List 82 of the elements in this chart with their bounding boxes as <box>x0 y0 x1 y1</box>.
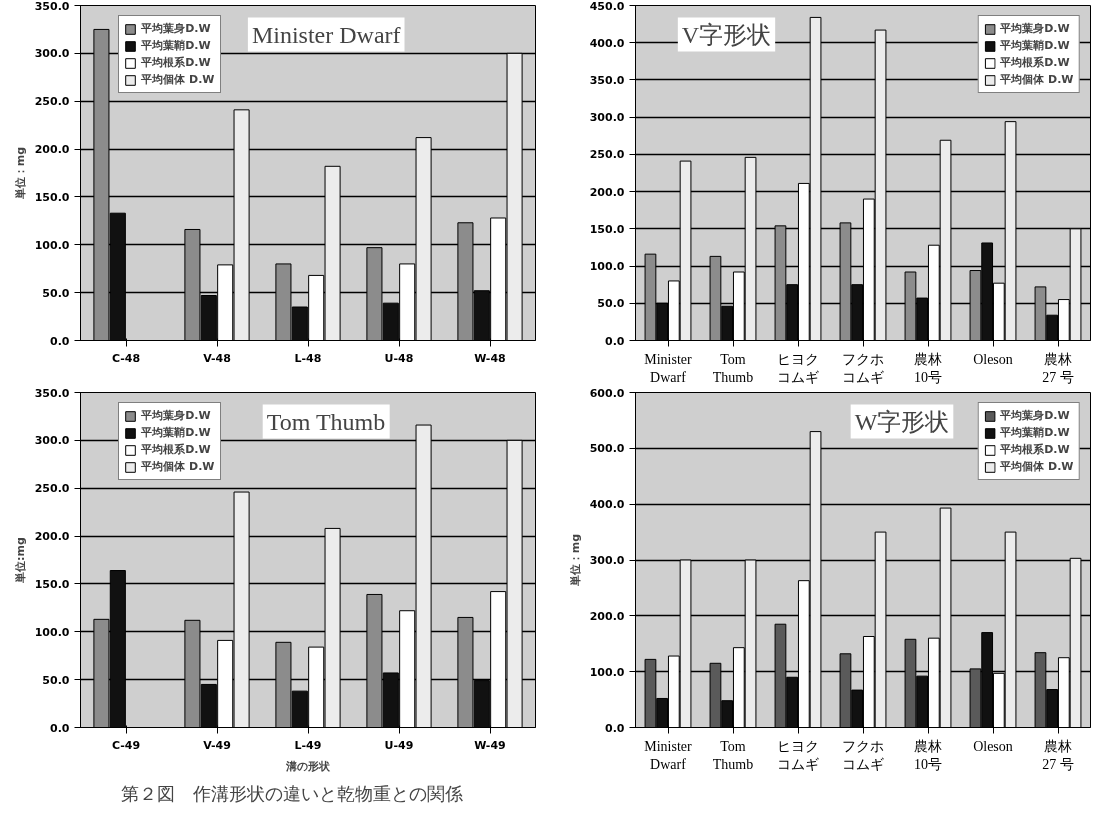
y-tick-label: 0.0 <box>604 721 625 735</box>
legend-label: 平均個体 D.W <box>141 72 215 87</box>
legend-label: 平均葉鞘D.W <box>141 38 211 53</box>
x-tick-label: Tom Thumb <box>712 738 753 772</box>
x-tick-label: Minister Dwarf <box>643 738 692 772</box>
x-tick-label: 農林 27 号 <box>1041 738 1074 772</box>
x-tick-label: Minister Dwarf <box>643 351 692 385</box>
legend-label: 平均個体 D.W <box>141 459 215 474</box>
y-tick-label: 500.0 <box>589 442 625 456</box>
y-tick-label: 300.0 <box>34 47 70 61</box>
x-tick-label: Oleson <box>972 738 1013 754</box>
x-tick-label: Oleson <box>972 351 1013 367</box>
x-tick-label: L-48 <box>294 351 322 365</box>
x-tick-label: V-49 <box>203 738 231 752</box>
x-tick-label: L-49 <box>294 738 322 752</box>
y-axis-title: 単位：mg <box>13 146 27 201</box>
x-tick-label: フクホコムギ <box>841 351 884 385</box>
y-tick-label: 50.0 <box>42 286 70 300</box>
legend-label: 平均葉身D.W <box>141 21 211 36</box>
x-tick-label: 農林 10号 <box>913 738 942 772</box>
text: Minister Dwarf <box>251 21 401 48</box>
text: Tom Thumb <box>266 408 386 435</box>
legend-label: 平均葉鞘D.W <box>141 425 211 440</box>
y-axis-title: 単位:mg <box>13 537 27 584</box>
x-tick-label: U-49 <box>384 738 414 752</box>
text: 第２図 作溝形状の違いと乾物重との関係 <box>120 782 463 804</box>
y-tick-label: 400.0 <box>589 36 625 50</box>
y-tick-label: 200.0 <box>34 143 70 157</box>
y-tick-label: 200.0 <box>34 530 70 544</box>
y-tick-label: 100.0 <box>589 260 625 274</box>
y-axis-title: 単位：mg <box>568 533 582 588</box>
legend-label: 平均根系D.W <box>141 55 211 70</box>
y-tick-label: 300.0 <box>34 434 70 448</box>
y-tick-label: 50.0 <box>596 297 625 311</box>
y-tick-label: 100.0 <box>34 625 70 639</box>
y-tick-label: 400.0 <box>589 498 625 512</box>
y-tick-label: 350.0 <box>34 386 70 400</box>
legend-label: 平均個体 D.W <box>1000 72 1074 87</box>
x-tick-label: ヒヨクコムギ <box>776 351 819 385</box>
y-tick-label: 300.0 <box>589 111 625 125</box>
x-tick-label: W-49 <box>474 738 506 752</box>
x-tick-label: V-48 <box>203 351 231 365</box>
y-tick-label: 100.0 <box>589 665 625 679</box>
y-tick-label: 150.0 <box>34 577 70 591</box>
y-tick-label: 350.0 <box>589 73 625 87</box>
legend-label: 平均個体 D.W <box>1000 459 1074 474</box>
y-tick-label: 0.0 <box>50 721 70 735</box>
x-tick-label: W-48 <box>474 351 506 365</box>
y-tick-label: 300.0 <box>589 554 625 567</box>
y-tick-label: 200.0 <box>589 185 625 199</box>
y-tick-label: 250.0 <box>34 482 70 496</box>
x-tick-label: Tom Thumb <box>712 351 753 385</box>
y-tick-label: 250.0 <box>589 148 625 162</box>
y-tick-label: 450.0 <box>589 0 625 13</box>
legend-label: 平均根系D.W <box>141 442 211 457</box>
text: W字形状 <box>854 408 949 435</box>
legend-label: 平均根系D.W <box>1000 55 1070 70</box>
x-tick-label: 農林 27 号 <box>1041 351 1074 385</box>
y-tick-label: 150.0 <box>589 222 625 236</box>
legend-label: 平均葉身D.W <box>1000 21 1070 36</box>
x-tick-label: フクホコムギ <box>841 738 884 772</box>
x-axis-title: 溝の形状 <box>285 759 331 773</box>
legend-label: 平均葉身D.W <box>1000 408 1070 423</box>
y-tick-label: 350.0 <box>34 0 70 13</box>
y-tick-label: 0.0 <box>50 334 70 348</box>
y-tick-label: 200.0 <box>589 609 625 623</box>
legend-label: 平均葉身D.W <box>141 408 211 423</box>
legend-label: 平均葉鞘D.W <box>1000 425 1070 440</box>
y-tick-label: 150.0 <box>34 190 70 204</box>
y-tick-label: 100.0 <box>34 238 70 252</box>
y-tick-label: 0.0 <box>604 334 625 348</box>
x-tick-label: ヒヨクコムギ <box>776 738 819 772</box>
y-tick-label: 600.0 <box>589 386 625 400</box>
x-tick-label: 農林 10号 <box>913 351 942 385</box>
x-tick-label: U-48 <box>384 351 414 365</box>
legend-label: 平均根系D.W <box>1000 442 1070 457</box>
y-tick-label: 250.0 <box>34 95 70 109</box>
text: V字形状 <box>681 21 771 48</box>
x-tick-label: C-48 <box>111 351 141 365</box>
x-tick-label: C-49 <box>111 738 141 752</box>
legend-label: 平均葉鞘D.W <box>1000 38 1070 53</box>
y-tick-label: 50.0 <box>42 673 70 687</box>
